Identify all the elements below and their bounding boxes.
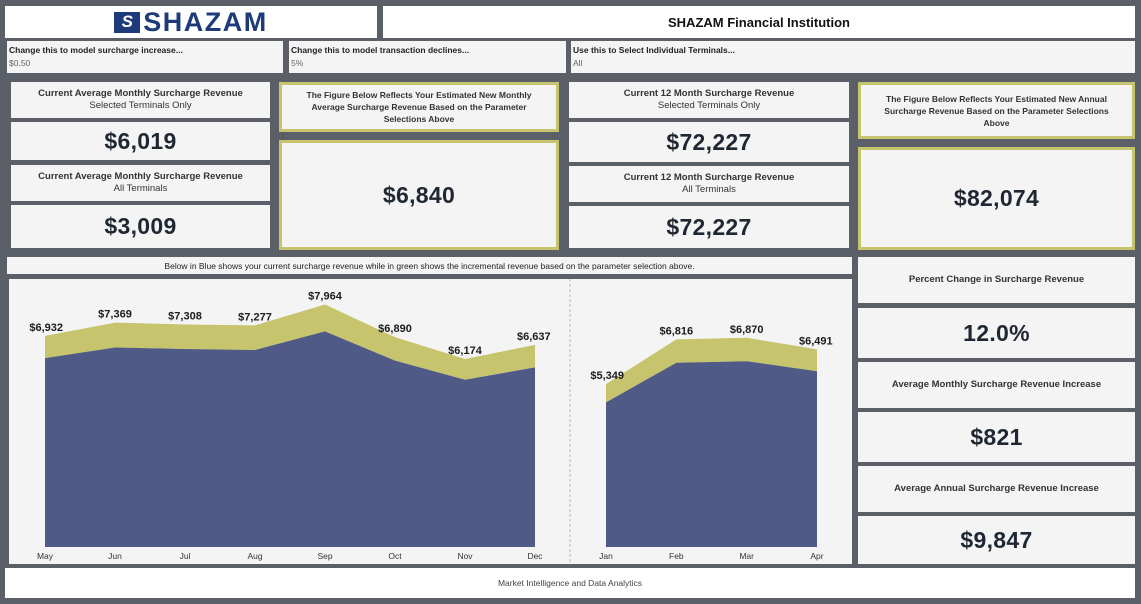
logo-text: SHAZAM [143, 6, 268, 37]
pct-change-value-panel: 12.0% [858, 308, 1135, 358]
x-tick-jun: Jun [108, 551, 122, 561]
revenue-area-chart: May $6,932 Jun $7,369 Jul $7,308 Aug $7,277 Sep $… [29, 279, 833, 564]
kpi-cur12-all-title: Current 12 Month Surcharge Revenue All T… [569, 166, 849, 202]
kpi-value: $72,227 [666, 128, 752, 155]
data-label-jun: $7,369 [98, 309, 132, 321]
kpi-cur-avg-selected-value: $6,019 [11, 122, 270, 160]
data-label-dec: $6,637 [517, 331, 551, 343]
param-transaction-declines[interactable]: Change this to model transaction decline… [289, 41, 566, 73]
title-panel: SHAZAM Financial Institution [383, 6, 1135, 38]
kpi-cur12-selected-value: $72,227 [569, 122, 849, 162]
pct-change-title-panel: Percent Change in Surcharge Revenue [858, 257, 1135, 303]
param-label: Change this to model surcharge increase.… [9, 45, 183, 55]
current-area-1 [606, 361, 817, 547]
page-title: SHAZAM Financial Institution [668, 14, 850, 30]
x-tick-sep: Sep [317, 551, 332, 561]
kpi-title: Average Monthly Surcharge Revenue Increa… [891, 379, 1102, 390]
x-tick-may: May [37, 551, 54, 561]
data-label-aug: $7,277 [238, 311, 272, 323]
kpi-cur-avg-all-value: $3,009 [11, 205, 270, 248]
param-terminal-select[interactable]: Use this to Select Individual Terminals.… [571, 41, 1135, 73]
est-monthly-caption: The Figure Below Reflects Your Estimated… [279, 82, 559, 132]
kpi-value: 12.0% [963, 319, 1030, 346]
kpi-caption: The Figure Below Reflects Your Estimated… [306, 90, 532, 124]
param-surcharge-increase[interactable]: Change this to model surcharge increase.… [7, 41, 283, 73]
data-label-may: $6,932 [29, 322, 63, 334]
kpi-value: $6,019 [104, 127, 177, 154]
data-label-sep: $7,964 [308, 290, 343, 302]
footer-text: Market Intelligence and Data Analytics [497, 578, 643, 588]
avg-monthly-inc-value-panel: $821 [858, 412, 1135, 462]
kpi-cur-avg-all-title: Current Average Monthly Surcharge Revenu… [11, 165, 270, 201]
kpi-value: $82,074 [953, 185, 1040, 211]
kpi-title: Percent Change in Surcharge Revenue [908, 274, 1085, 285]
x-tick-mar: Mar [739, 551, 754, 561]
avg-monthly-inc-title-panel: Average Monthly Surcharge Revenue Increa… [858, 362, 1135, 408]
kpi-title: Current Average Monthly Surcharge Revenu… [38, 88, 243, 99]
data-label-mar: $6,870 [730, 324, 764, 336]
x-tick-aug: Aug [247, 551, 262, 561]
data-label-feb: $6,816 [660, 325, 694, 337]
kpi-title: Average Annual Surcharge Revenue Increas… [894, 483, 1099, 494]
kpi-title: Current Average Monthly Surcharge Revenu… [38, 171, 243, 182]
kpi-cur12-all-value: $72,227 [569, 206, 849, 248]
data-label-apr: $6,491 [799, 335, 833, 347]
x-tick-jul: Jul [180, 551, 191, 561]
est-monthly-value-panel: $6,840 [279, 140, 559, 250]
data-label-jan: $5,349 [590, 370, 624, 382]
footer-panel: Market Intelligence and Data Analytics [5, 568, 1135, 598]
kpi-subtitle: Selected Terminals Only [657, 100, 761, 111]
transaction-declines-input[interactable]: 5% [291, 58, 304, 68]
incremental-area-0 [45, 304, 535, 380]
kpi-cur12-selected-title: Current 12 Month Surcharge Revenue Selec… [569, 82, 849, 118]
data-label-jul: $7,308 [168, 310, 202, 322]
kpi-caption: The Figure Below Reflects Your Estimated… [884, 93, 1109, 128]
kpi-title: Current 12 Month Surcharge Revenue [623, 88, 795, 99]
kpi-subtitle: Selected Terminals Only [89, 100, 192, 111]
chart-caption: Below in Blue shows your current surchar… [164, 260, 695, 271]
x-tick-jan: Jan [599, 551, 613, 561]
data-label-nov: $6,174 [448, 345, 483, 357]
param-label: Change this to model transaction decline… [291, 45, 470, 55]
data-label-oct: $6,890 [378, 323, 412, 335]
x-tick-apr: Apr [810, 551, 823, 561]
est-annual-value-panel: $82,074 [858, 147, 1135, 250]
kpi-value: $6,840 [382, 181, 456, 208]
avg-annual-inc-title-panel: Average Annual Surcharge Revenue Increas… [858, 466, 1135, 512]
chart-caption-panel: Below in Blue shows your current surchar… [7, 257, 852, 274]
x-tick-oct: Oct [388, 551, 402, 561]
kpi-value: $9,847 [960, 526, 1033, 553]
kpi-value: $821 [970, 423, 1023, 450]
current-area-0 [45, 331, 535, 547]
shazam-logo-icon: S [114, 11, 141, 33]
incremental-area-1 [606, 337, 817, 403]
kpi-value: $72,227 [666, 213, 752, 240]
kpi-value: $3,009 [104, 213, 177, 239]
x-tick-dec: Dec [527, 551, 543, 561]
kpi-title: Current 12 Month Surcharge Revenue [623, 172, 795, 183]
param-label: Use this to Select Individual Terminals.… [573, 45, 735, 55]
kpi-cur-avg-selected-title: Current Average Monthly Surcharge Revenu… [11, 82, 270, 118]
kpi-subtitle: All Terminals [113, 183, 168, 194]
est-annual-caption: The Figure Below Reflects Your Estimated… [858, 82, 1135, 139]
terminal-select-dropdown[interactable]: All [573, 58, 583, 68]
x-tick-nov: Nov [457, 551, 473, 561]
logo-panel: S SHAZAM [5, 6, 377, 38]
surcharge-increase-input[interactable]: $0.50 [9, 58, 31, 68]
avg-annual-inc-value-panel: $9,847 [858, 516, 1135, 564]
chart-panel: May $6,932 Jun $7,369 Jul $7,308 Aug $7,277 Sep $… [9, 279, 852, 564]
x-tick-feb: Feb [669, 551, 684, 561]
kpi-subtitle: All Terminals [682, 184, 736, 195]
